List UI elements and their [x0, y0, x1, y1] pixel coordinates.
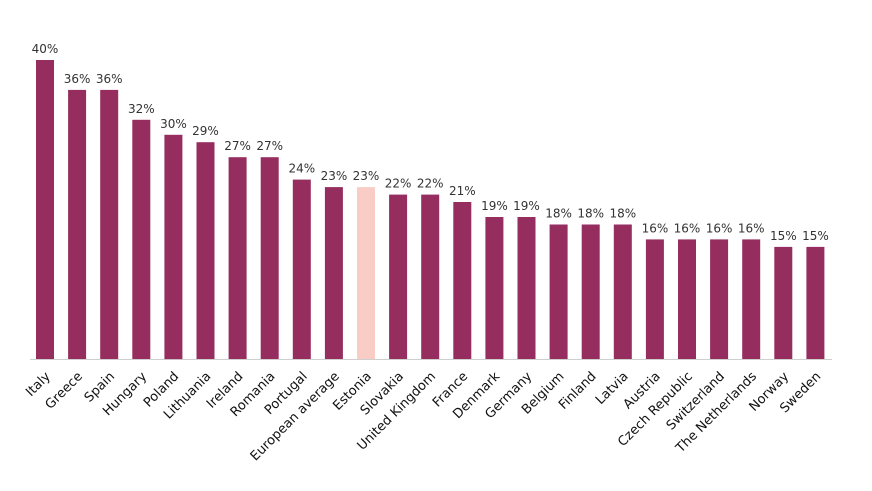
bar-spain [100, 89, 119, 360]
bar-italy [36, 60, 54, 359]
bars-group [36, 60, 825, 360]
value-label: 21% [449, 184, 476, 198]
category-labels-group: ItalyGreeceSpainHungaryPolandLithuaniaIr… [23, 369, 824, 464]
bar-belgium [549, 224, 568, 359]
value-label: 27% [224, 139, 251, 153]
bar-slovakia [389, 194, 408, 359]
value-label: 36% [64, 72, 91, 86]
value-label: 23% [353, 169, 380, 183]
value-label: 16% [674, 221, 701, 235]
value-label: 27% [256, 139, 283, 153]
value-labels-group: 40% 36% 36% 32% 30% 29% 27% 27% 24% 23% 23% 22% 22% 2… [32, 42, 829, 243]
bar-germany [517, 217, 536, 359]
value-label: 18% [545, 207, 572, 221]
value-label: 36% [96, 72, 123, 86]
bar-hungary [132, 119, 151, 359]
value-label: 22% [417, 177, 444, 191]
bar-greece [68, 89, 87, 360]
bar-latvia [613, 224, 632, 359]
bar-the-netherlands [742, 239, 761, 359]
bar-portugal [292, 179, 311, 359]
bar-romania [260, 157, 279, 359]
bar-ireland [228, 157, 247, 359]
bar-finland [581, 224, 600, 359]
bar-austria [645, 239, 664, 359]
value-label: 29% [192, 124, 219, 138]
bar-lithuania [196, 142, 215, 359]
value-label: 32% [128, 102, 155, 116]
value-label: 16% [738, 221, 765, 235]
bar-poland [164, 134, 183, 360]
value-label: 15% [770, 229, 797, 243]
value-label: 23% [321, 169, 348, 183]
bar-norway [774, 246, 793, 359]
bar-denmark [485, 217, 504, 359]
bar-sweden [806, 246, 825, 359]
value-label: 40% [32, 42, 59, 56]
value-label: 24% [288, 162, 315, 176]
bar-france [453, 202, 472, 359]
bar-czech-republic [678, 239, 696, 359]
value-label: 16% [642, 221, 669, 235]
bar-united-kingdom [421, 194, 440, 359]
bar-european-average [324, 187, 343, 359]
value-label: 16% [706, 221, 733, 235]
value-label: 22% [385, 177, 412, 191]
value-label: 15% [802, 229, 829, 243]
value-label: 18% [577, 207, 604, 221]
value-label: 19% [513, 199, 540, 213]
bar-estonia [357, 187, 375, 359]
value-label: 18% [609, 207, 636, 221]
bar-switzerland [710, 239, 729, 359]
value-label: 19% [481, 199, 508, 213]
value-label: 30% [160, 117, 187, 131]
